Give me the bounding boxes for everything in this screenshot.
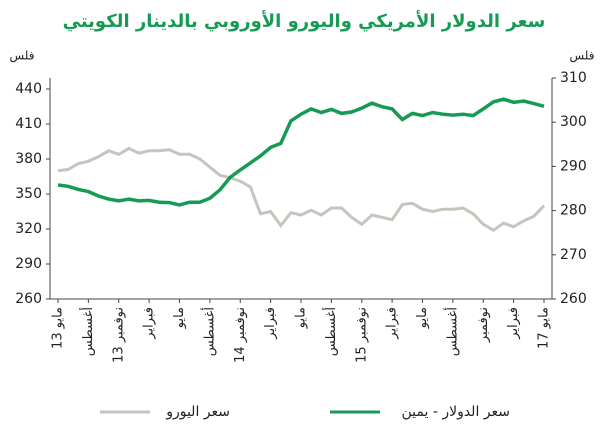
x-tick-label: نوفمبر 14 — [233, 307, 248, 363]
x-tick-label: أغسطس — [200, 307, 217, 356]
legend-label: سعر الدولار - يمين — [402, 404, 511, 420]
x-tick-label: نوفمبر 15 — [354, 307, 369, 363]
x-tick-label: فبراير — [385, 307, 400, 340]
series-line — [57, 97, 545, 207]
x-tick-label: أغسطس — [322, 307, 339, 356]
y2-tick-label: 300 — [560, 114, 587, 130]
x-tick-label: مايو — [415, 307, 430, 329]
x-tick-label: أغسطس — [443, 307, 460, 356]
y2-tick-label: 290 — [560, 158, 587, 174]
y2-tick-label: 270 — [560, 247, 587, 263]
y-tick-label: 320 — [15, 221, 42, 237]
legend-label: سعر اليورو — [165, 404, 230, 420]
y-tick-label: 290 — [15, 256, 42, 272]
y-tick-label: 260 — [15, 291, 42, 307]
x-tick-label: مايو 13 — [51, 307, 66, 349]
y-axis-label: فلس — [9, 49, 34, 64]
y-tick-label: 410 — [15, 116, 42, 132]
x-tick-label: مايو — [172, 307, 187, 329]
x-tick-label: فبراير — [506, 307, 521, 340]
y2-axis-label: فلس — [569, 49, 594, 64]
x-tick-label: فبراير — [263, 307, 278, 340]
y-tick-label: 440 — [15, 81, 42, 97]
x-tick-label: مايو 17 — [537, 307, 552, 349]
y2-tick-label: 310 — [560, 70, 587, 86]
y-tick-label: 350 — [15, 186, 42, 202]
chart-title: سعر الدولار الأمريكي واليورو الأوروبي با… — [63, 10, 546, 32]
y2-tick-label: 280 — [560, 203, 587, 219]
x-tick-label: أغسطس — [79, 307, 96, 356]
x-tick-label: فبراير — [142, 307, 157, 340]
x-tick-label: نوفمبر — [476, 307, 491, 343]
y2-tick-label: 260 — [560, 291, 587, 307]
x-tick-label: مايو — [294, 307, 309, 329]
x-tick-label: نوفمبر 13 — [111, 307, 126, 363]
y-tick-label: 380 — [15, 151, 42, 167]
series-line — [57, 146, 546, 232]
